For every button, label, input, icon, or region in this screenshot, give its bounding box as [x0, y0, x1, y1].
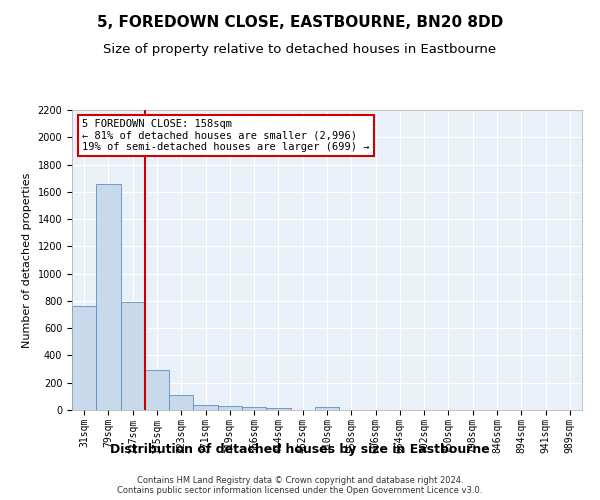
Bar: [169, 395, 193, 410]
Bar: [145, 370, 169, 410]
Bar: [218, 406, 242, 410]
Bar: [242, 408, 266, 410]
Text: Contains HM Land Registry data © Crown copyright and database right 2024.
Contai: Contains HM Land Registry data © Crown c…: [118, 476, 482, 495]
Y-axis label: Number of detached properties: Number of detached properties: [22, 172, 32, 348]
Text: 5, FOREDOWN CLOSE, EASTBOURNE, BN20 8DD: 5, FOREDOWN CLOSE, EASTBOURNE, BN20 8DD: [97, 15, 503, 30]
Bar: [121, 302, 145, 410]
Bar: [72, 306, 96, 410]
Bar: [193, 405, 218, 410]
Bar: [315, 407, 339, 410]
Text: Distribution of detached houses by size in Eastbourne: Distribution of detached houses by size …: [110, 442, 490, 456]
Text: Size of property relative to detached houses in Eastbourne: Size of property relative to detached ho…: [103, 42, 497, 56]
Text: 5 FOREDOWN CLOSE: 158sqm
← 81% of detached houses are smaller (2,996)
19% of sem: 5 FOREDOWN CLOSE: 158sqm ← 81% of detach…: [82, 119, 370, 152]
Bar: [96, 184, 121, 410]
Bar: [266, 408, 290, 410]
